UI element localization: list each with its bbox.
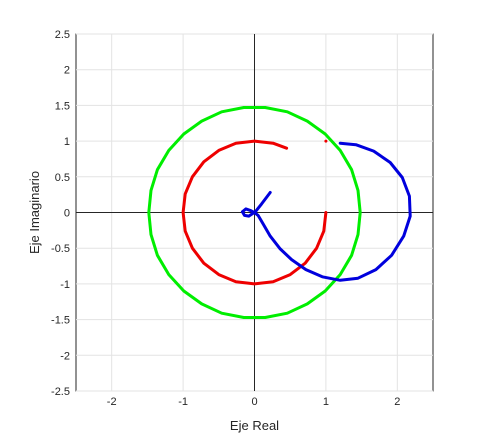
y-tick-label: -0.5 xyxy=(51,243,70,255)
series-layer xyxy=(147,106,412,319)
x-tick-label: 0 xyxy=(251,396,257,408)
y-tick-label: 0 xyxy=(64,208,70,220)
x-axis-label: Eje Real xyxy=(230,418,279,433)
y-tick-label: 1 xyxy=(64,136,70,148)
x-tick-labels: -2 -1 0 1 2 xyxy=(107,396,401,408)
y-tick-label: -1 xyxy=(60,279,70,291)
y-axis-label: Eje Imaginario xyxy=(27,171,42,254)
y-tick-label: -1.5 xyxy=(51,315,70,327)
series-line-0 xyxy=(147,106,362,319)
x-tick-label: -1 xyxy=(178,396,188,408)
y-tick-label: 2 xyxy=(64,65,70,77)
x-tick-label: 2 xyxy=(394,396,400,408)
y-tick-label: 2.5 xyxy=(55,29,70,41)
y-tick-label: 1.5 xyxy=(55,100,70,112)
y-tick-label: -2 xyxy=(60,350,70,362)
y-tick-label: -2.5 xyxy=(51,386,70,398)
x-tick-label: -2 xyxy=(107,396,117,408)
series-line-3 xyxy=(240,141,412,282)
y-tick-label: 0.5 xyxy=(55,172,70,184)
y-tick-labels: -2.5 -2 -1.5 -1 -0.5 0 0.5 1 1.5 2 2.5 xyxy=(51,29,70,398)
x-tick-label: 1 xyxy=(323,396,329,408)
series-point xyxy=(324,139,328,143)
